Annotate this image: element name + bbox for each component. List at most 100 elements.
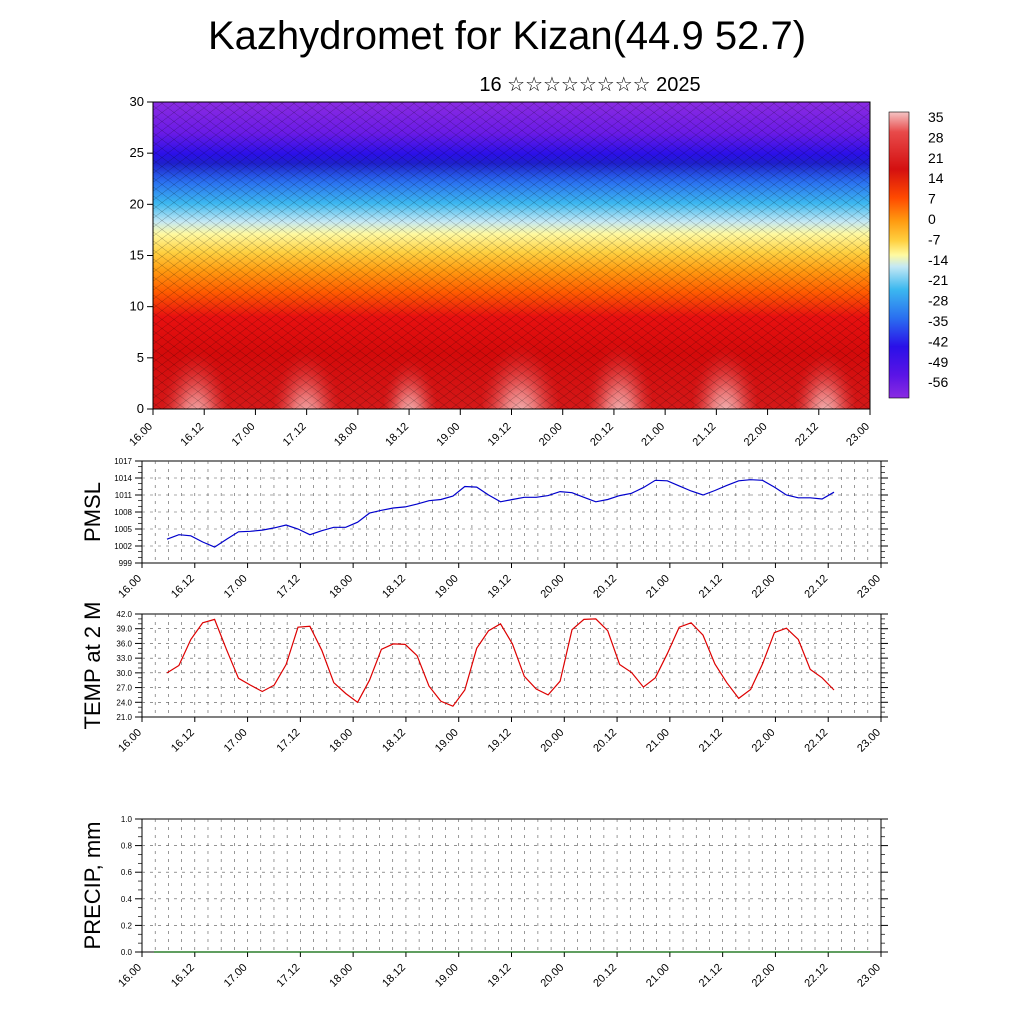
y-tick-label: 24.0: [116, 698, 132, 707]
colorbar-labels: 35 28 21 14 7 0 -7 -14 -21 -28 -35 -42 -49 -56: [928, 109, 948, 390]
x-tick-label: 18.12: [380, 962, 408, 990]
x-tick-label: 22.12: [802, 962, 830, 990]
x-tick-label: 22.00: [750, 573, 778, 601]
x-tick-label: 20.12: [591, 573, 619, 601]
x-tick-label: 17.00: [222, 727, 250, 755]
x-tick-label: 20.00: [538, 727, 566, 755]
x-tick-label: 23.00: [844, 421, 872, 449]
x-tick-label: 20.00: [538, 962, 566, 990]
x-tick-label: 16.12: [178, 421, 206, 449]
y-tick-label: 1.0: [121, 815, 133, 824]
x-tick-label: 19.00: [434, 421, 462, 449]
y-tick-label: 39.0: [116, 625, 132, 634]
y-tick-label: 15: [130, 248, 144, 263]
y-tick-label: 0: [137, 401, 144, 416]
x-tick-label: 16.00: [116, 727, 144, 755]
colorbar-label: -42: [928, 333, 948, 349]
colorbar-label: -21: [928, 272, 948, 288]
y-tick-label: 1017: [114, 457, 132, 466]
x-tick-label: 22.00: [742, 421, 770, 449]
x-tick-label: 18.00: [327, 727, 355, 755]
colorbar-label: -56: [928, 374, 948, 390]
colorbar-label: 14: [928, 170, 944, 186]
x-tick-label: 18.00: [332, 421, 360, 449]
colorbar-label: 21: [928, 150, 944, 166]
colorbar-label: -14: [928, 252, 948, 268]
colorbar-label: 0: [928, 211, 936, 227]
y-tick-label: 0.6: [121, 868, 133, 877]
x-tick-label: 19.12: [486, 962, 514, 990]
y-tick-label: 10: [130, 299, 144, 314]
x-tick-label: 19.12: [486, 573, 514, 601]
x-tick-label: 22.00: [750, 962, 778, 990]
x-tick-label: 18.12: [383, 421, 411, 449]
y-tick-label: 5: [137, 350, 144, 365]
y-axis-title: PRECIP, mm: [80, 822, 105, 950]
x-tick-label: 19.12: [486, 727, 514, 755]
x-tick-label: 22.12: [793, 421, 821, 449]
x-tick-label: 16.12: [169, 727, 197, 755]
x-tick-label: 21.00: [639, 421, 667, 449]
x-tick-label: 22.00: [750, 727, 778, 755]
series-line: [166, 479, 835, 548]
x-tick-label: 23.00: [855, 727, 883, 755]
x-tick-label: 20.12: [588, 421, 616, 449]
y-tick-label: 25: [130, 145, 144, 160]
heatmap-x-axis: 16.00 16.12 17.00 17.12 18.00 18.12 19.00 19.12…: [127, 409, 872, 449]
temp-panel: 21.0 24.0 27.0 30.0 33.0 36.0 39.0 42.0 16.00 16.…: [80, 602, 888, 755]
y-tick-label: 27.0: [116, 684, 132, 693]
page-subtitle: 16 ☆☆☆☆☆☆☆☆ 2025: [479, 74, 701, 96]
x-tick-label: 21.00: [644, 573, 672, 601]
x-tick-label: 16.12: [169, 573, 197, 601]
x-tick-label: 17.00: [230, 421, 258, 449]
y-tick-label: 999: [119, 559, 133, 568]
x-tick-label: 20.00: [538, 573, 566, 601]
x-tick-label: 19.00: [433, 962, 461, 990]
x-tick-label: 21.12: [697, 962, 725, 990]
series-line: [166, 618, 835, 707]
x-tick-label: 21.00: [644, 962, 672, 990]
y-tick-label: 0.8: [121, 842, 133, 851]
x-tick-label: 19.00: [433, 573, 461, 601]
colorbar-label: -49: [928, 354, 948, 370]
pmsl-panel: 999 1002 1005 1008 1011 1014 1017 16.00 16.12 17.…: [80, 457, 888, 601]
colorbar: 35 28 21 14 7 0 -7 -14 -21 -28 -35 -42 -49 -56: [888, 109, 948, 399]
x-tick-label: 20.12: [591, 962, 619, 990]
colorbar-label: -28: [928, 293, 948, 309]
colorbar-label: 7: [928, 191, 936, 207]
plot-frame: [141, 613, 882, 718]
heatmap-y-axis: 0 5 10 15 20 25 30: [130, 94, 153, 416]
x-tick-label: 23.00: [855, 573, 883, 601]
y-tick-label: 1005: [114, 525, 132, 534]
colorbar-label: -7: [928, 231, 941, 247]
y-axis-title: TEMP at 2 M: [80, 602, 105, 730]
x-tick-label: 17.12: [275, 962, 303, 990]
x-tick-label: 22.12: [802, 727, 830, 755]
y-tick-label: 36.0: [116, 639, 132, 648]
y-tick-label: 30.0: [116, 669, 132, 678]
y-tick-label: 0.0: [121, 948, 133, 957]
x-tick-label: 17.00: [222, 962, 250, 990]
y-tick-label: 1011: [115, 491, 133, 500]
x-tick-label: 21.12: [697, 727, 725, 755]
y-tick-label: 1002: [114, 542, 132, 551]
y-tick-label: 1014: [114, 474, 132, 483]
x-tick-label: 17.12: [281, 421, 309, 449]
y-axis-title: PMSL: [80, 482, 105, 542]
x-tick-label: 16.00: [116, 573, 144, 601]
x-tick-label: 22.12: [802, 573, 830, 601]
x-tick-label: 19.12: [486, 421, 514, 449]
colorbar-label: 28: [928, 129, 944, 145]
y-tick-label: 33.0: [116, 654, 132, 663]
x-tick-label: 20.00: [537, 421, 565, 449]
x-tick-label: 16.00: [116, 962, 144, 990]
heatmap-hot-cores: [153, 102, 870, 409]
x-tick-label: 18.00: [327, 573, 355, 601]
y-tick-label: 21.0: [116, 713, 132, 722]
grid: [142, 461, 881, 563]
x-tick-label: 16.12: [169, 962, 197, 990]
grid: [142, 819, 881, 952]
x-tick-label: 23.00: [855, 962, 883, 990]
x-tick-label: 20.12: [591, 727, 619, 755]
